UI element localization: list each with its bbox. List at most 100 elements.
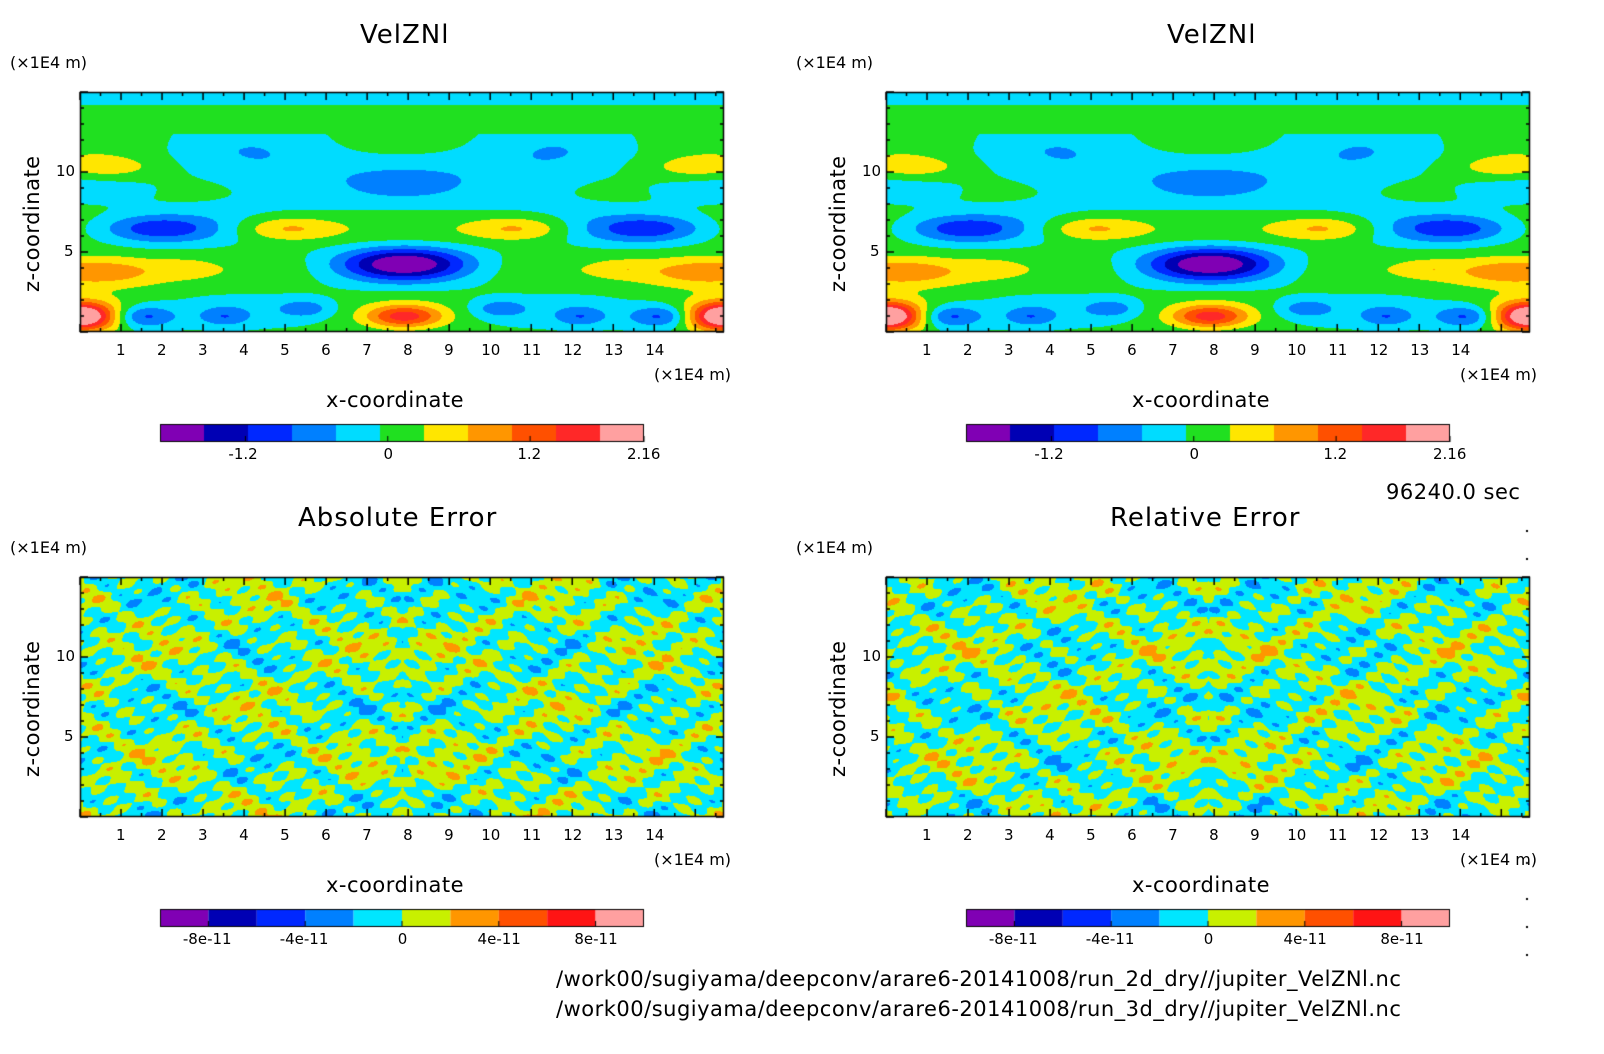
y-tick-label: 10 (56, 647, 76, 665)
panel-title: Relative Error (1110, 503, 1301, 533)
colorbar-tick-label: -1.2 (1034, 445, 1064, 463)
x-tick-label: 10 (481, 826, 501, 844)
colorbar-tick-label: 0 (1189, 445, 1200, 463)
colorbar-tick-label: 0 (397, 930, 408, 948)
panel-title: Absolute Error (298, 503, 498, 533)
x-tick-label: 14 (1451, 341, 1471, 359)
x-tick-label: 1 (922, 341, 932, 359)
panel-title: VelZNl (360, 20, 450, 50)
x-axis-label: x-coordinate (326, 873, 465, 897)
colorbar-tick-label: 1.2 (1323, 445, 1348, 463)
x-tick-label: 14 (645, 826, 665, 844)
colorbar-tick-label: -8e-11 (182, 930, 232, 948)
x-tick-label: 13 (1410, 341, 1430, 359)
x-tick-label: 2 (157, 341, 167, 359)
x-tick-label: 4 (1045, 341, 1055, 359)
x-tick-label: 8 (1209, 341, 1219, 359)
y-axis-label: z-coordinate (20, 640, 44, 777)
x-tick-label: 7 (1168, 341, 1178, 359)
x-tick-label: 7 (1168, 826, 1178, 844)
y-unit-label: (×1E4 m) (796, 53, 874, 72)
colorbar-tick-label: 8e-11 (574, 930, 618, 948)
x-tick-label: 6 (321, 826, 331, 844)
x-tick-label: 2 (963, 826, 973, 844)
x-tick-label: 7 (362, 341, 372, 359)
colorbar-tick-label: 0 (383, 445, 394, 463)
y-unit-label: (×1E4 m) (10, 53, 88, 72)
colorbar-tick-label: -4e-11 (1085, 930, 1135, 948)
x-tick-label: 9 (1250, 341, 1260, 359)
x-axis-label: x-coordinate (1132, 873, 1271, 897)
colorbar-tick-label: 2.16 (627, 445, 661, 463)
colorbar-tick-label: 8e-11 (1380, 930, 1424, 948)
x-unit-label: (×1E4 m) (1460, 365, 1538, 384)
x-tick-label: 9 (1250, 826, 1260, 844)
y-tick-label: 10 (862, 162, 882, 180)
colorbar-tick-label: 2.16 (1433, 445, 1467, 463)
footer-path-1: /work00/sugiyama/deepconv/arare6-2014100… (556, 967, 1402, 991)
x-tick-label: 5 (1086, 341, 1096, 359)
x-tick-label: 4 (239, 341, 249, 359)
colorbar-tick-label: 1.2 (517, 445, 542, 463)
x-tick-label: 4 (1045, 826, 1055, 844)
x-tick-label: 2 (157, 826, 167, 844)
y-axis-label: z-coordinate (826, 640, 850, 777)
x-tick-label: 11 (522, 341, 542, 359)
x-tick-label: 1 (116, 826, 126, 844)
x-tick-label: 10 (1287, 826, 1307, 844)
x-tick-label: 5 (280, 341, 290, 359)
y-tick-label: 10 (56, 162, 76, 180)
x-tick-label: 6 (321, 341, 331, 359)
footer-path-2: /work00/sugiyama/deepconv/arare6-2014100… (556, 997, 1402, 1021)
x-tick-label: 10 (1287, 341, 1307, 359)
x-tick-label: 3 (1004, 826, 1014, 844)
x-tick-label: 14 (1451, 826, 1471, 844)
x-tick-label: 12 (563, 826, 583, 844)
y-axis-label: z-coordinate (826, 155, 850, 292)
x-tick-label: 9 (444, 341, 454, 359)
x-tick-label: 14 (645, 341, 665, 359)
x-tick-label: 13 (604, 826, 624, 844)
x-axis-label: x-coordinate (326, 388, 465, 412)
x-tick-label: 1 (116, 341, 126, 359)
y-tick-label: 10 (862, 647, 882, 665)
x-tick-label: 1 (922, 826, 932, 844)
x-tick-label: 7 (362, 826, 372, 844)
x-tick-label: 12 (563, 341, 583, 359)
x-tick-label: 5 (280, 826, 290, 844)
x-tick-label: 13 (604, 341, 624, 359)
x-tick-label: 2 (963, 341, 973, 359)
x-tick-label: 6 (1127, 826, 1137, 844)
x-tick-label: 6 (1127, 341, 1137, 359)
x-axis-label: x-coordinate (1132, 388, 1271, 412)
y-axis-label: z-coordinate (20, 155, 44, 292)
x-tick-label: 10 (481, 341, 501, 359)
x-tick-label: 3 (198, 341, 208, 359)
colorbar-tick-label: -1.2 (228, 445, 258, 463)
y-unit-label: (×1E4 m) (796, 538, 874, 557)
y-unit-label: (×1E4 m) (10, 538, 88, 557)
x-tick-label: 3 (1004, 341, 1014, 359)
x-tick-label: 12 (1369, 826, 1389, 844)
x-unit-label: (×1E4 m) (1460, 850, 1538, 869)
colorbar-tick-label: 4e-11 (1283, 930, 1327, 948)
x-tick-label: 8 (403, 341, 413, 359)
x-unit-label: (×1E4 m) (654, 365, 732, 384)
colorbar-tick-label: -4e-11 (279, 930, 329, 948)
colorbar-tick-label: -8e-11 (988, 930, 1038, 948)
y-tick-label: 5 (870, 242, 880, 260)
x-tick-label: 8 (1209, 826, 1219, 844)
colorbar-tick-label: 4e-11 (477, 930, 521, 948)
x-unit-label: (×1E4 m) (654, 850, 732, 869)
y-tick-label: 5 (870, 727, 880, 745)
x-tick-label: 3 (198, 826, 208, 844)
time-stamp: 96240.0 sec (1386, 480, 1521, 504)
y-tick-label: 5 (64, 727, 74, 745)
x-tick-label: 11 (1328, 826, 1348, 844)
x-tick-label: 8 (403, 826, 413, 844)
y-tick-label: 5 (64, 242, 74, 260)
panel-title: VelZNl (1167, 20, 1257, 50)
x-tick-label: 11 (1328, 341, 1348, 359)
x-tick-label: 12 (1369, 341, 1389, 359)
